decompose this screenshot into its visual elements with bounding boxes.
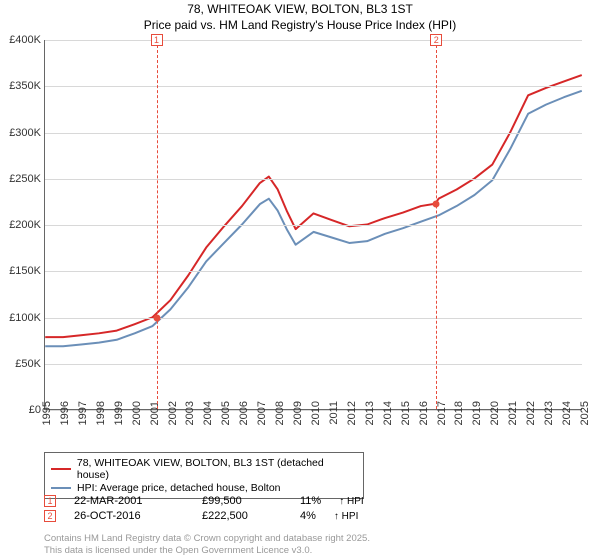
x-tick-label: 2020 [489, 401, 501, 425]
y-tick-label: £150K [9, 265, 41, 277]
marker-box: 2 [430, 34, 442, 46]
x-tick-label: 2018 [453, 401, 465, 425]
footnote: Contains HM Land Registry data © Crown c… [44, 533, 370, 556]
gridline [45, 225, 582, 226]
y-tick-label: £0 [29, 404, 41, 416]
marker-vline [436, 40, 437, 409]
event-marker-box: 1 [44, 495, 56, 507]
y-tick-label: £300K [9, 127, 41, 139]
plot-area: £0£50K£100K£150K£200K£250K£300K£350K£400… [44, 40, 582, 410]
gridline [45, 133, 582, 134]
series-line-hpi [45, 91, 582, 347]
gridline [45, 271, 582, 272]
series-line-price_paid [45, 75, 582, 337]
up-arrow-icon: ↑ HPI [334, 511, 358, 522]
x-tick-label: 2002 [167, 401, 179, 425]
x-tick-label: 2004 [202, 401, 214, 425]
event-table: 1 22-MAR-2001 £99,500 11% ↑ HPI 2 26-OCT… [44, 492, 364, 525]
y-tick-label: £400K [9, 34, 41, 46]
marker-dot [153, 314, 160, 321]
x-tick-label: 2022 [525, 401, 537, 425]
y-tick-label: £50K [15, 358, 41, 370]
event-pct: 4% [300, 510, 316, 522]
y-tick-label: £250K [9, 173, 41, 185]
up-arrow-icon: ↑ HPI [339, 496, 363, 507]
gridline [45, 86, 582, 87]
event-pct: 11% [300, 495, 321, 507]
event-marker-box: 2 [44, 510, 56, 522]
x-tick-label: 1997 [77, 401, 89, 425]
gridline [45, 179, 582, 180]
x-tick-label: 1995 [41, 401, 53, 425]
marker-box: 1 [151, 34, 163, 46]
x-tick-label: 2019 [471, 401, 483, 425]
gridline [45, 318, 582, 319]
x-tick-label: 1996 [59, 401, 71, 425]
event-row: 2 26-OCT-2016 £222,500 4% ↑ HPI [44, 510, 364, 522]
gridline [45, 40, 582, 41]
x-tick-label: 2012 [346, 401, 358, 425]
x-tick-label: 2017 [436, 401, 448, 425]
gridline [45, 364, 582, 365]
x-tick-label: 2016 [418, 401, 430, 425]
x-tick-label: 2015 [400, 401, 412, 425]
footnote-line: This data is licensed under the Open Gov… [44, 545, 370, 556]
marker-vline [157, 40, 158, 409]
y-tick-label: £200K [9, 219, 41, 231]
chart-title: 78, WHITEOAK VIEW, BOLTON, BL3 1ST Price… [0, 0, 600, 33]
x-tick-label: 2023 [543, 401, 555, 425]
event-price: £99,500 [202, 495, 282, 507]
footnote-line: Contains HM Land Registry data © Crown c… [44, 533, 370, 544]
x-tick-label: 2000 [131, 401, 143, 425]
legend-entry-price-paid: 78, WHITEOAK VIEW, BOLTON, BL3 1ST (deta… [51, 457, 357, 481]
x-tick-label: 2010 [310, 401, 322, 425]
event-row: 1 22-MAR-2001 £99,500 11% ↑ HPI [44, 495, 364, 507]
x-tick-label: 2024 [561, 401, 573, 425]
x-tick-label: 2003 [184, 401, 196, 425]
x-tick-label: 2001 [149, 401, 161, 425]
x-tick-label: 1998 [95, 401, 107, 425]
x-tick-label: 2009 [292, 401, 304, 425]
event-price: £222,500 [202, 510, 282, 522]
marker-dot [433, 201, 440, 208]
x-tick-label: 2006 [238, 401, 250, 425]
y-tick-label: £350K [9, 80, 41, 92]
x-tick-label: 2005 [220, 401, 232, 425]
legend-label: 78, WHITEOAK VIEW, BOLTON, BL3 1ST (deta… [77, 457, 357, 481]
x-tick-label: 2013 [364, 401, 376, 425]
legend-swatch [51, 468, 71, 470]
x-tick-label: 2011 [328, 401, 340, 425]
title-line-2: Price paid vs. HM Land Registry's House … [0, 18, 600, 34]
title-line-1: 78, WHITEOAK VIEW, BOLTON, BL3 1ST [0, 2, 600, 18]
x-tick-label: 1999 [113, 401, 125, 425]
event-date: 22-MAR-2001 [74, 495, 184, 507]
legend-swatch [51, 487, 71, 489]
x-tick-label: 2014 [382, 401, 394, 425]
x-tick-label: 2008 [274, 401, 286, 425]
x-tick-label: 2007 [256, 401, 268, 425]
y-tick-label: £100K [9, 312, 41, 324]
event-date: 26-OCT-2016 [74, 510, 184, 522]
x-tick-label: 2025 [579, 401, 591, 425]
x-tick-label: 2021 [507, 401, 519, 425]
chart-container: 78, WHITEOAK VIEW, BOLTON, BL3 1ST Price… [0, 0, 600, 560]
